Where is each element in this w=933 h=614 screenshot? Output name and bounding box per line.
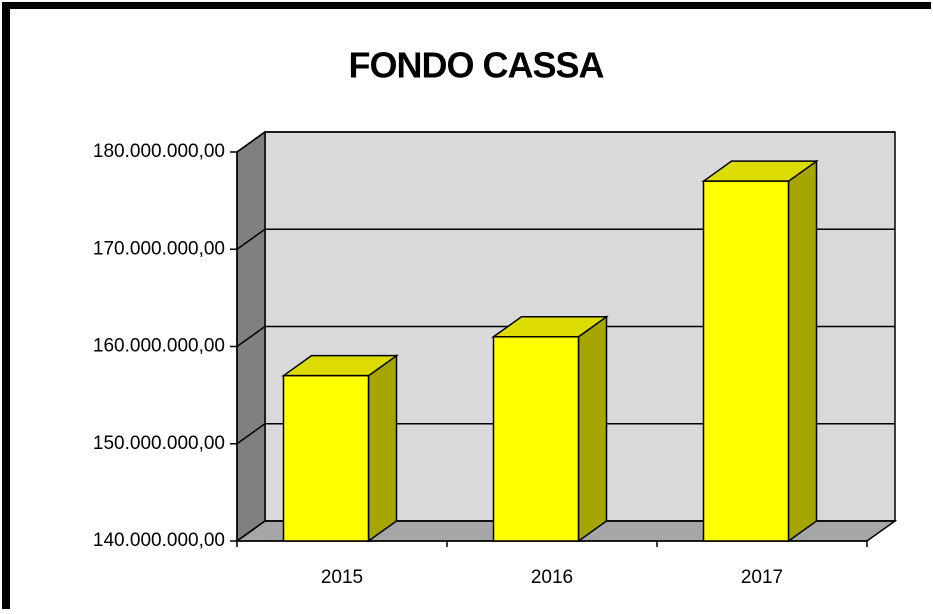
bar — [492, 336, 580, 542]
x-tick-label: 2015 — [321, 567, 363, 588]
x-tick-label: 2016 — [531, 567, 573, 588]
bar — [282, 374, 370, 542]
bar-side — [367, 354, 398, 543]
y-tick-label: 150.000.000,00 — [93, 433, 225, 454]
x-tick-label: 2017 — [741, 567, 783, 588]
bar-side — [787, 159, 818, 543]
bar-side — [577, 315, 608, 543]
grid-line — [236, 131, 266, 153]
frame-left — [2, 2, 10, 609]
bar — [702, 180, 790, 542]
chart-title: FONDO CASSA — [348, 45, 604, 86]
grid-line — [236, 520, 266, 542]
y-tick-label: 140.000.000,00 — [93, 530, 225, 551]
grid-line — [236, 423, 266, 445]
grid-line — [236, 325, 266, 348]
y-tick-label: 160.000.000,00 — [93, 336, 225, 357]
frame-top — [2, 2, 931, 9]
y-tick-label: 180.000.000,00 — [93, 141, 225, 162]
grid-line — [236, 228, 266, 250]
y-tick-label: 170.000.000,00 — [93, 238, 225, 259]
